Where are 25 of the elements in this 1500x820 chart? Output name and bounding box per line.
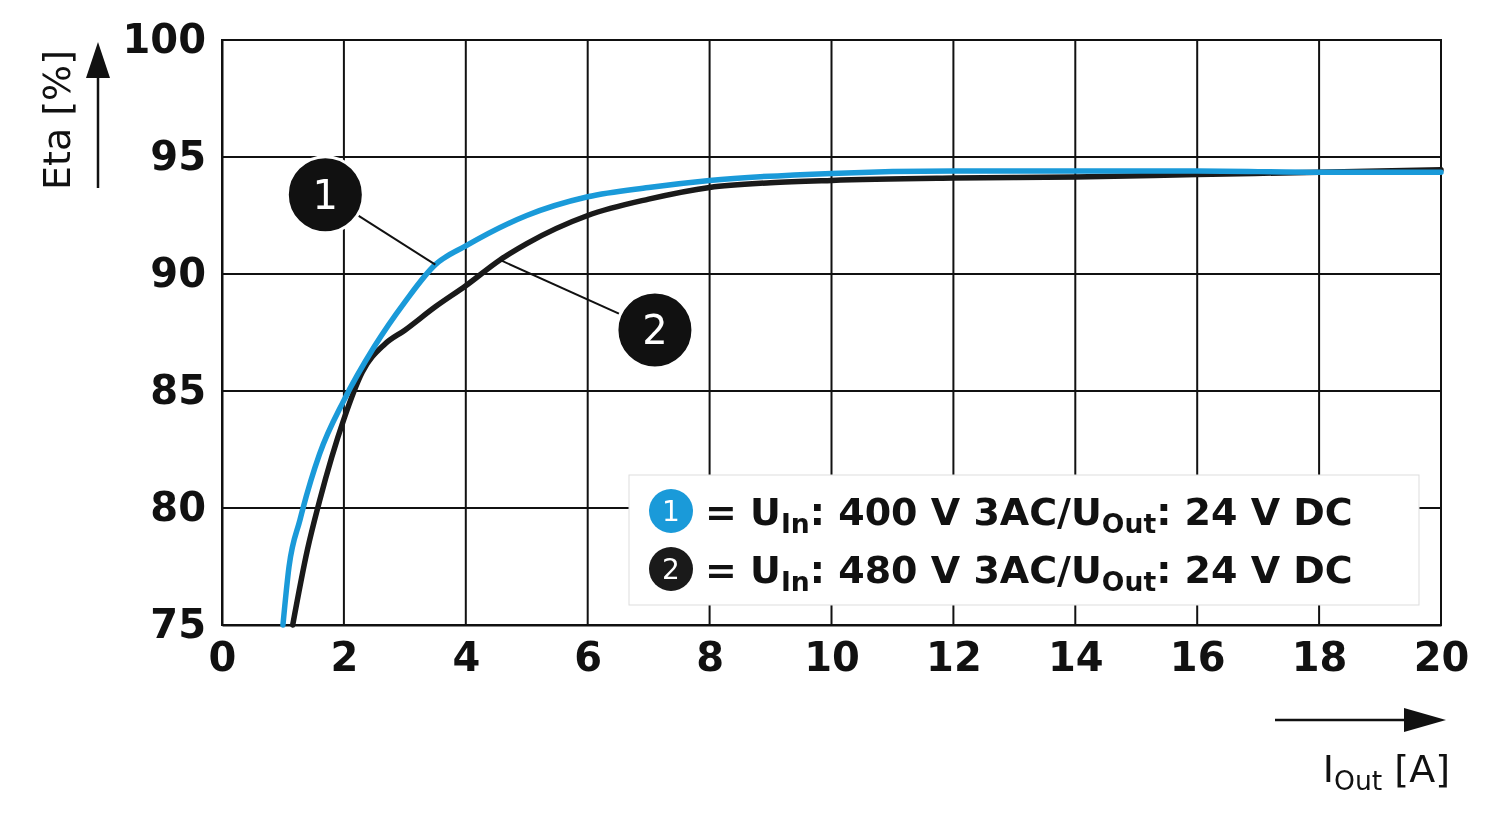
legend-label: = U$_{In}$: 480 V 3AC/U$_{Out}$: 24 V DC: [705, 548, 1353, 598]
x-axis-title: I$_{Out}$ [A]: [1322, 747, 1450, 797]
numbered-circle-icon: 1: [649, 489, 693, 533]
annotation: 2: [642, 306, 668, 353]
x-tick-label: 14: [1047, 634, 1104, 681]
legend-label: = U$_{In}$: 400 V 3AC/U$_{Out}$: 24 V DC: [705, 490, 1353, 540]
y-axis-title: Eta [%]: [35, 49, 79, 191]
y-tick-label: 100: [122, 16, 206, 63]
annotation: 1: [312, 171, 339, 218]
numbered-circle-icon: 2: [649, 547, 693, 591]
y-tick-label: 90: [150, 250, 206, 297]
y-tick-label: 75: [150, 601, 206, 648]
x-tick-label: 4: [452, 634, 481, 681]
y-tick-label: 85: [150, 367, 206, 414]
x-tick-label: 12: [926, 634, 982, 681]
x-tick-label: 16: [1169, 634, 1226, 681]
y-tick-label: 80: [150, 484, 206, 531]
x-tick-label: 10: [804, 634, 860, 681]
x-tick-label: 20: [1413, 634, 1470, 681]
x-tick-label: 0: [208, 634, 237, 681]
y-tick-label: 95: [150, 133, 206, 180]
x-tick-label: 6: [574, 634, 603, 681]
x-tick-label: 8: [696, 634, 725, 681]
x-tick-label: 2: [330, 634, 359, 681]
x-tick-label: 18: [1291, 634, 1348, 681]
